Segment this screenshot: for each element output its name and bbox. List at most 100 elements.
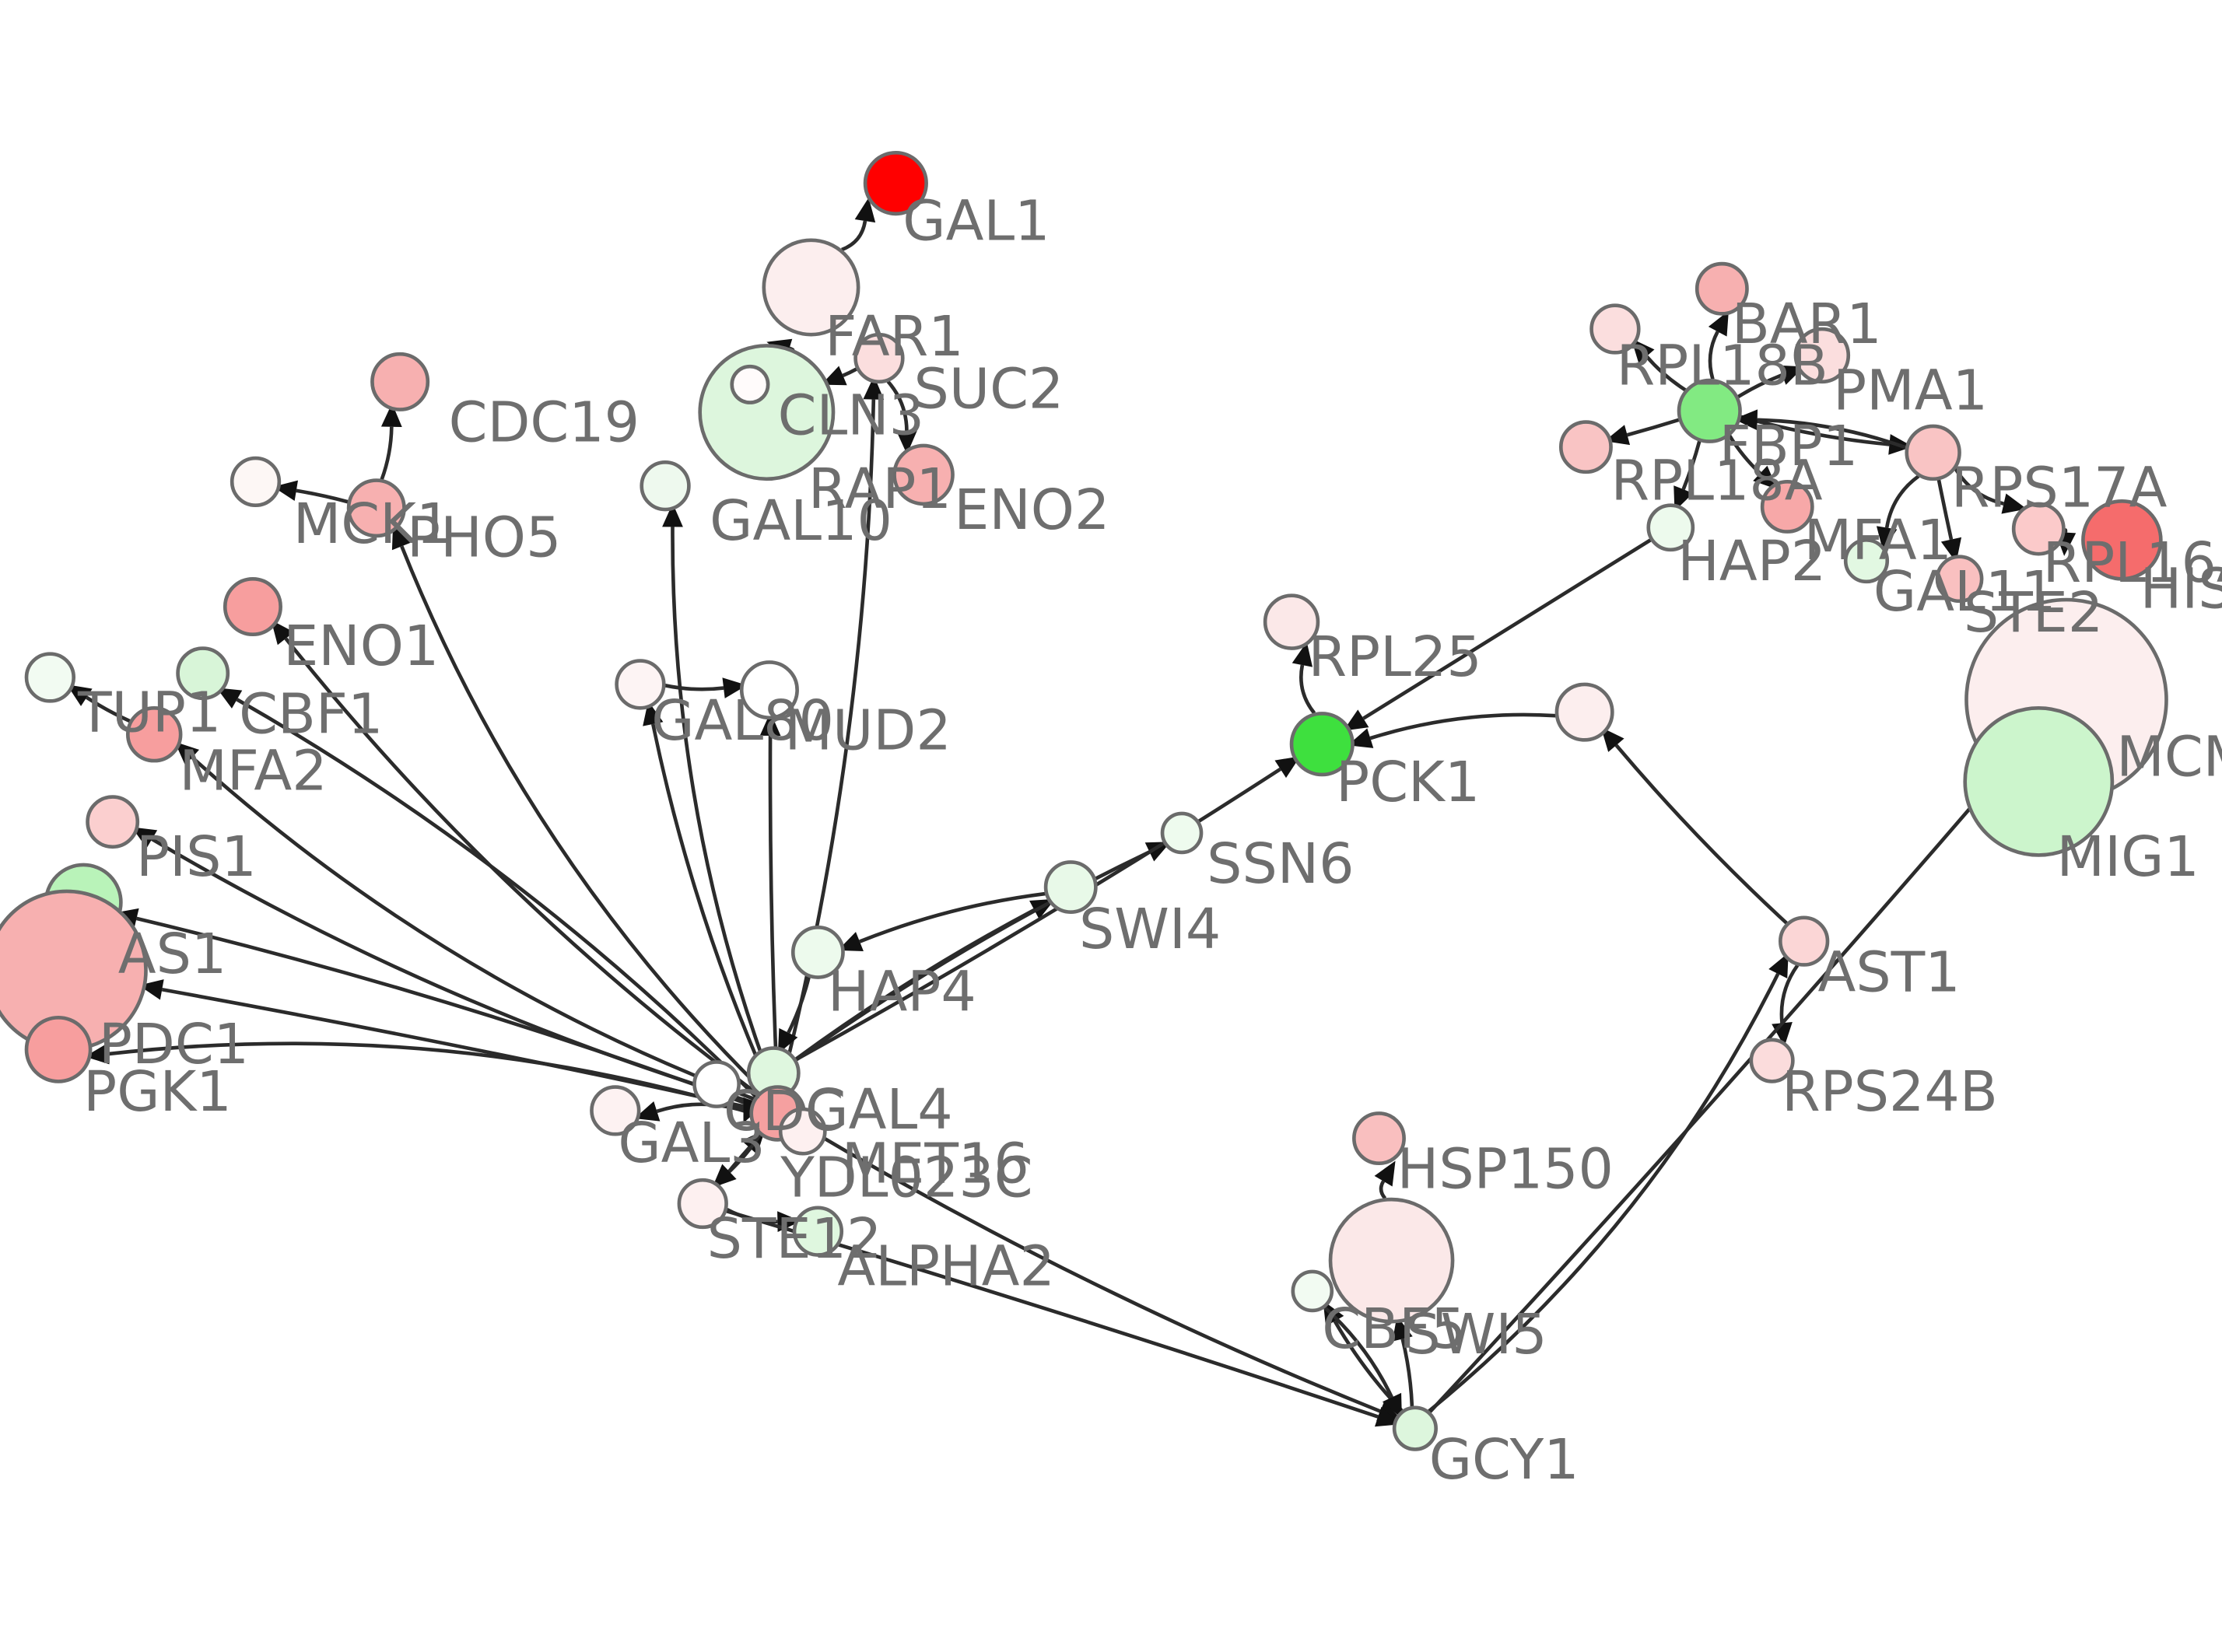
- gene-node-fbp1[interactable]: [1677, 378, 1742, 443]
- gene-node-cdc19[interactable]: [370, 352, 430, 411]
- gene-node-rps24b[interactable]: [1749, 1038, 1795, 1083]
- gene-node-ste2[interactable]: [1935, 555, 1984, 604]
- network-edge: [795, 767, 1281, 1062]
- edge-arrowhead-icon: [1291, 642, 1313, 667]
- gene-node-gal11[interactable]: [1843, 537, 1890, 584]
- edge-arrowhead-icon: [896, 430, 917, 455]
- network-edge: [1954, 467, 2005, 506]
- network-edge: [191, 756, 755, 1101]
- gene-node-ssn6[interactable]: [1160, 811, 1204, 855]
- gene-node-gal1[interactable]: [863, 151, 928, 216]
- gene-node-label: PDC1: [99, 1012, 249, 1076]
- gene-node-label: MET16: [842, 1132, 1029, 1196]
- gene-node-mud2[interactable]: [739, 660, 799, 720]
- gene-node-pck1[interactable]: [1289, 712, 1355, 777]
- gene-node-label: PGK1: [83, 1059, 232, 1124]
- gene-node-his4[interactable]: [2081, 499, 2163, 581]
- gene-node-label: RPL18B: [1617, 333, 1828, 397]
- gene-node-cbf5[interactable]: [1291, 1269, 1334, 1313]
- gene-node-cdc[interactable]: [692, 1060, 741, 1108]
- edge-arrowhead-icon: [1768, 952, 1789, 978]
- gene-node-label: RPS24B: [1782, 1059, 1998, 1124]
- edge-arrowhead-icon: [174, 741, 199, 765]
- gene-node-label: CBF1: [239, 681, 383, 746]
- gene-node-rpl18b[interactable]: [1589, 303, 1641, 355]
- gene-node-label: TUP1: [77, 681, 221, 745]
- gene-node-label: HIS4: [2140, 557, 2222, 621]
- gene-node-rps17a[interactable]: [1905, 424, 1961, 481]
- gene-node-pma1[interactable]: [1793, 327, 1851, 384]
- gene-node-unlabeled[interactable]: [1554, 682, 1614, 742]
- network-edge: [1379, 1180, 1387, 1200]
- gene-node-swi4[interactable]: [1043, 860, 1098, 914]
- edge-arrowhead-icon: [391, 524, 412, 551]
- edge-arrowhead-icon: [662, 503, 683, 527]
- gene-node-label: STE2: [1964, 580, 2103, 645]
- gene-node-bar1[interactable]: [1695, 261, 1749, 316]
- gene-node-pgk1[interactable]: [24, 1015, 93, 1083]
- gene-node-hap2[interactable]: [1646, 503, 1695, 552]
- gene-node-mfa2[interactable]: [125, 705, 183, 763]
- gene-node-label: GAL1: [902, 189, 1050, 254]
- gene-node-eno2[interactable]: [892, 443, 955, 506]
- gene-node-gcy1[interactable]: [1392, 1405, 1438, 1451]
- gene-node-suc2[interactable]: [853, 332, 905, 384]
- gene-node-cbf1[interactable]: [176, 646, 230, 701]
- gene-node-label: ENO1: [283, 614, 439, 678]
- gene-node-rap1[interactable]: [730, 364, 770, 404]
- gene-node-label: PCK1: [1336, 750, 1480, 814]
- gene-node-swi5[interactable]: [1328, 1197, 1455, 1324]
- gene-node-gal80[interactable]: [615, 659, 666, 710]
- gene-node-tup1[interactable]: [24, 652, 76, 703]
- gene-node-label: CDC19: [449, 390, 640, 454]
- network-edge: [1614, 744, 1789, 925]
- edge-arrowhead-icon: [1374, 1160, 1396, 1187]
- gene-node-alpha2[interactable]: [792, 1206, 844, 1257]
- gene-node-gal10[interactable]: [640, 460, 691, 512]
- network-edge: [801, 1124, 1381, 1413]
- network-edge: [1681, 440, 1702, 491]
- edge-arrowhead-icon: [1753, 465, 1778, 490]
- gene-node-mig1[interactable]: [1963, 705, 2115, 857]
- gene-node-eno1[interactable]: [223, 576, 282, 637]
- network-edge: [768, 735, 780, 1086]
- gene-node-mfa1[interactable]: [1760, 480, 1814, 534]
- network-edge: [650, 723, 771, 1088]
- gene-node-hap4[interactable]: [790, 925, 845, 979]
- gene-node-label: GAL3: [618, 1111, 765, 1175]
- network-edge: [1428, 786, 1989, 1413]
- gene-node-mck1[interactable]: [230, 456, 282, 508]
- gene-node-far1[interactable]: [762, 238, 860, 337]
- edge-arrowhead-icon: [722, 677, 748, 698]
- edge-arrowhead-icon: [380, 403, 402, 427]
- gene-node-pho5[interactable]: [346, 478, 406, 538]
- network-edge: [1884, 474, 1920, 528]
- gene-node-label: HSP150: [1397, 1137, 1614, 1202]
- gene-node-label: GAL80: [651, 688, 834, 753]
- gene-node-hsp150[interactable]: [1352, 1111, 1406, 1166]
- gene-node-rpl25[interactable]: [1263, 593, 1320, 650]
- network-edge: [1362, 538, 1652, 720]
- gene-node-ste12[interactable]: [677, 1178, 728, 1230]
- gene-node-label: PHO5: [407, 506, 561, 570]
- network-edge: [86, 695, 131, 723]
- network-edge: [859, 891, 1046, 943]
- gene-node-rpl16a[interactable]: [2011, 502, 2066, 556]
- gene-node-label: RPS17A: [1951, 455, 2168, 520]
- edge-arrowhead-icon: [1274, 756, 1301, 779]
- edge-arrowhead-icon: [863, 376, 885, 400]
- gene-node-label: RPL25: [1308, 625, 1481, 689]
- gene-node-ast1[interactable]: [1778, 915, 1830, 967]
- gene-node-label: AS1: [118, 922, 227, 986]
- network-edge: [1737, 373, 1783, 399]
- gene-node-rpl18a[interactable]: [1558, 420, 1613, 474]
- gene-node-gal3[interactable]: [590, 1085, 641, 1136]
- node-layer: [0, 151, 2168, 1451]
- gene-node-label: HAP2: [1677, 529, 1826, 593]
- gene-node-label: RAP1: [808, 457, 952, 521]
- gene-node-ydl023c[interactable]: [778, 1107, 827, 1156]
- edge-arrowhead-icon: [1631, 338, 1655, 363]
- gene-node-pis1[interactable]: [86, 795, 140, 849]
- gene-node-label: SUC2: [914, 357, 1064, 422]
